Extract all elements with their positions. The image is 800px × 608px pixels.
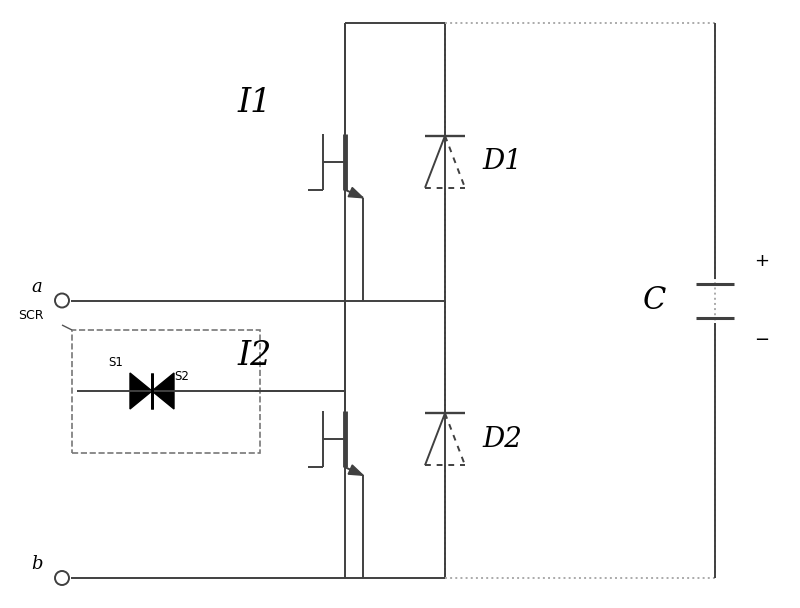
Text: a: a bbox=[32, 277, 42, 295]
Text: D2: D2 bbox=[482, 426, 522, 453]
Polygon shape bbox=[130, 373, 152, 409]
Bar bbox=[72, 330, 260, 453]
Text: +: + bbox=[754, 252, 770, 271]
Text: I2: I2 bbox=[238, 340, 272, 372]
Text: I1: I1 bbox=[238, 87, 272, 119]
Text: S1: S1 bbox=[108, 356, 123, 369]
Text: C: C bbox=[643, 285, 666, 316]
Polygon shape bbox=[348, 465, 363, 475]
Text: −: − bbox=[754, 331, 770, 348]
Polygon shape bbox=[348, 187, 363, 198]
Text: b: b bbox=[31, 555, 42, 573]
Polygon shape bbox=[152, 373, 174, 409]
Text: SCR: SCR bbox=[18, 309, 43, 322]
Text: D1: D1 bbox=[482, 148, 522, 175]
Text: S2: S2 bbox=[174, 370, 189, 383]
